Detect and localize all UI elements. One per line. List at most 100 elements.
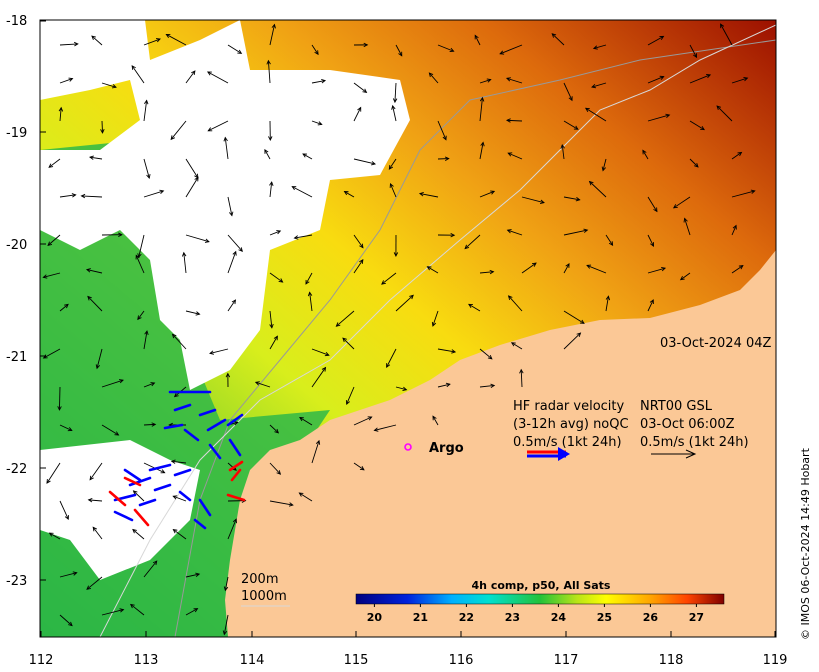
current-arrow bbox=[474, 35, 481, 46]
current-arrow bbox=[479, 271, 494, 274]
current-arrow-head bbox=[575, 197, 581, 202]
current-arrow bbox=[59, 614, 73, 626]
current-arrow bbox=[647, 196, 658, 212]
current-arrow bbox=[101, 82, 117, 88]
current-arrow-head bbox=[207, 127, 213, 132]
land-mass bbox=[225, 250, 776, 637]
current-arrow-head bbox=[238, 247, 243, 252]
radar-vector bbox=[128, 476, 152, 487]
current-arrow bbox=[689, 44, 697, 58]
current-arrow bbox=[59, 107, 62, 122]
cloud-mask-south bbox=[40, 440, 200, 580]
current-arrow-head bbox=[137, 315, 142, 321]
current-arrow-head bbox=[229, 211, 234, 217]
current-arrow bbox=[374, 424, 397, 431]
current-arrow bbox=[561, 144, 565, 160]
current-arrow-head bbox=[80, 193, 86, 199]
current-arrow-head bbox=[486, 78, 492, 83]
current-arrow bbox=[647, 36, 664, 46]
current-arrow-head bbox=[64, 303, 69, 309]
current-arrow bbox=[647, 114, 670, 122]
current-arrow-head bbox=[750, 189, 756, 194]
current-arrow bbox=[143, 382, 155, 388]
current-arrow-head bbox=[48, 163, 54, 168]
current-arrow-head bbox=[428, 72, 434, 78]
colorbar-tick-label: 23 bbox=[505, 611, 520, 624]
current-arrow bbox=[563, 263, 570, 274]
current-arrow bbox=[647, 234, 654, 247]
current-arrow bbox=[506, 119, 523, 122]
current-arrow-head bbox=[583, 228, 589, 233]
current-arrow bbox=[353, 259, 364, 274]
current-arrow-head bbox=[601, 166, 606, 172]
y-tick-label: -20 bbox=[6, 238, 27, 253]
current-arrow-head bbox=[700, 126, 705, 131]
current-arrow bbox=[166, 34, 187, 46]
current-arrow bbox=[132, 529, 145, 540]
current-arrows bbox=[42, 23, 756, 636]
current-arrow bbox=[563, 82, 573, 101]
current-arrow-head bbox=[266, 59, 271, 65]
x-tick-label: 113 bbox=[134, 653, 159, 668]
current-arrow-head bbox=[302, 153, 308, 158]
current-arrow bbox=[593, 44, 607, 49]
colorbar-tick-label: 25 bbox=[597, 611, 612, 624]
current-arrow-head bbox=[650, 242, 654, 247]
current-arrow-head bbox=[706, 74, 712, 79]
legend-line3-left: 0.5m/s (1kt 24h) bbox=[513, 435, 622, 450]
current-arrow-head bbox=[342, 337, 347, 343]
current-arrow-head bbox=[409, 294, 414, 300]
current-arrow bbox=[269, 230, 281, 236]
current-arrow-head bbox=[89, 155, 94, 160]
current-arrow-head bbox=[232, 250, 237, 256]
current-arrow bbox=[223, 614, 229, 635]
current-arrow bbox=[135, 255, 145, 274]
current-arrow bbox=[642, 150, 649, 160]
current-arrow bbox=[96, 348, 103, 369]
current-arrow-head bbox=[449, 47, 455, 53]
current-arrow-head bbox=[118, 379, 124, 384]
current-arrow-head bbox=[519, 368, 524, 374]
current-arrow-head bbox=[586, 264, 592, 269]
current-arrow-head bbox=[468, 303, 473, 308]
current-arrow-head bbox=[85, 268, 91, 273]
current-arrow-head bbox=[737, 151, 743, 157]
current-arrow-head bbox=[592, 45, 598, 50]
legend-line1-right: NRT00 GSL bbox=[640, 399, 713, 414]
current-arrow bbox=[586, 265, 607, 274]
current-arrow-head bbox=[642, 149, 647, 155]
current-arrow bbox=[508, 295, 523, 312]
current-arrow-head bbox=[445, 382, 451, 388]
current-arrow-head bbox=[67, 427, 73, 432]
current-arrow bbox=[59, 572, 77, 578]
current-arrow bbox=[143, 38, 161, 46]
current-arrow bbox=[419, 193, 439, 198]
current-arrow bbox=[143, 158, 150, 179]
current-arrow-head bbox=[359, 259, 364, 264]
current-arrow bbox=[208, 120, 229, 132]
current-arrow bbox=[346, 386, 355, 405]
current-arrow-head bbox=[293, 235, 299, 240]
colorbar-tick-label: 24 bbox=[551, 611, 567, 624]
current-arrow bbox=[437, 120, 447, 140]
current-arrow bbox=[479, 190, 495, 198]
current-arrow bbox=[395, 386, 407, 391]
current-arrow bbox=[386, 348, 397, 368]
radar-vector bbox=[148, 463, 172, 472]
current-arrow-head bbox=[720, 23, 725, 29]
current-arrow bbox=[353, 462, 365, 471]
current-arrow bbox=[563, 229, 588, 236]
current-arrow-head bbox=[288, 502, 294, 507]
current-arrow-head bbox=[274, 428, 280, 434]
current-arrow bbox=[89, 462, 103, 480]
plot-frame bbox=[39, 19, 777, 638]
current-arrow bbox=[227, 299, 236, 312]
current-arrow bbox=[183, 252, 187, 274]
current-arrow-head bbox=[450, 232, 456, 238]
current-arrow-head bbox=[165, 33, 171, 38]
current-arrow bbox=[48, 158, 61, 168]
current-arrow bbox=[395, 295, 414, 312]
current-arrow bbox=[227, 44, 242, 54]
radar-vector bbox=[228, 460, 244, 472]
current-arrow bbox=[731, 77, 748, 84]
